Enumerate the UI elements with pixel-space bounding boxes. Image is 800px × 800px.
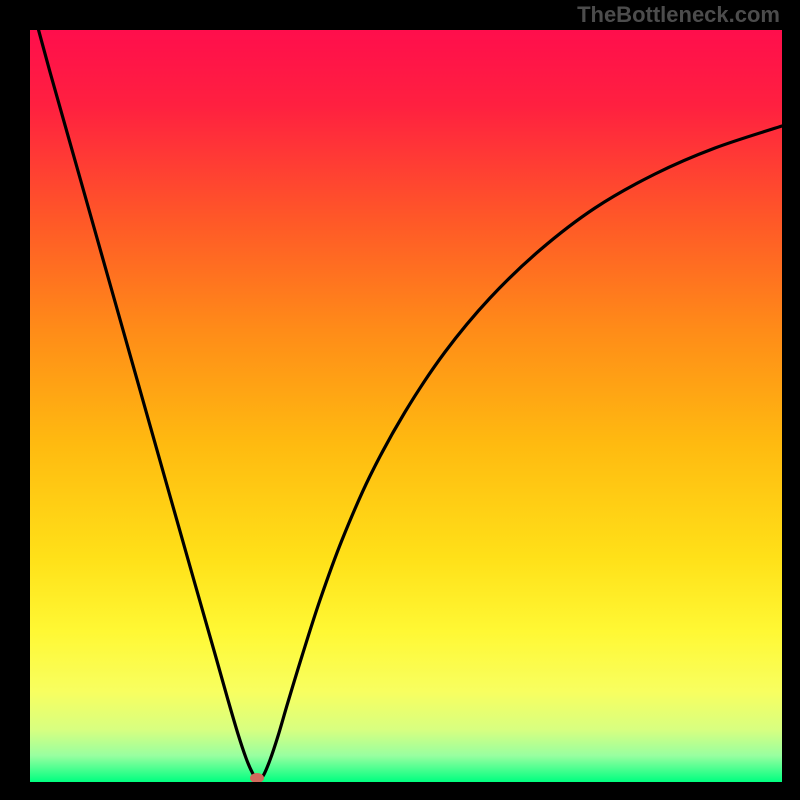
chart-container: { "attribution": "TheBottleneck.com", "c…: [0, 0, 800, 800]
bottleneck-chart: [0, 0, 800, 800]
attribution-text: TheBottleneck.com: [577, 2, 780, 28]
optimum-marker: [250, 773, 264, 783]
plot-background: [30, 30, 782, 782]
